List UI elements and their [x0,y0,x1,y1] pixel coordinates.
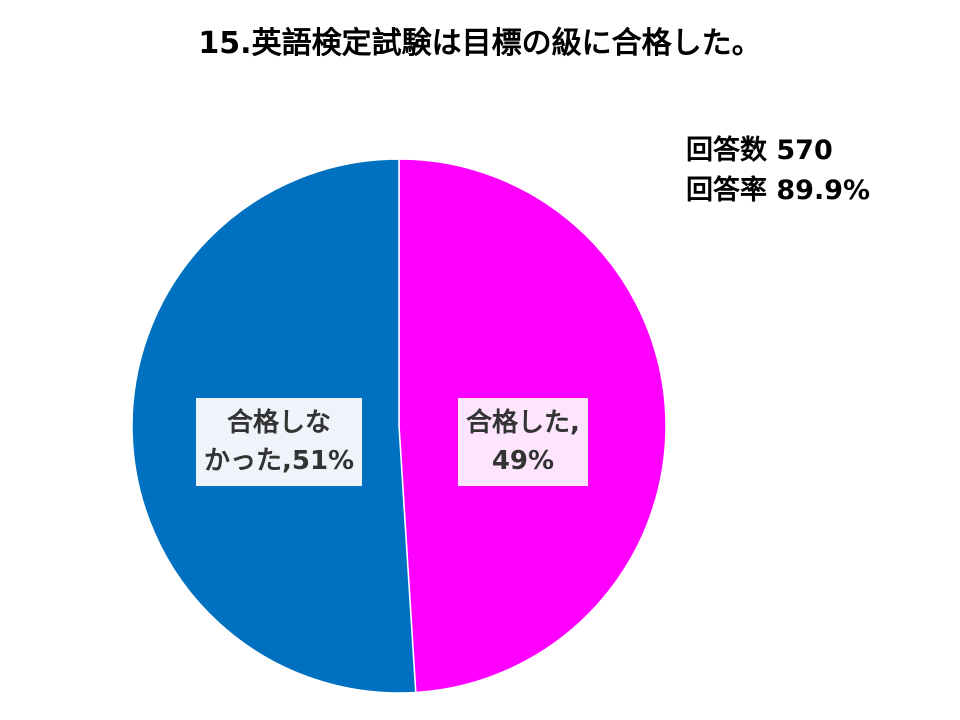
chart-title: 15.英語検定試験は目標の級に合格した。 [198,26,762,61]
data-label: 合格しな かった,51% [196,398,363,486]
data-label: 合格した, 49% [458,398,588,486]
annotation: 回答率 89.9% [686,175,871,206]
annotation: 回答数 570 [686,135,833,166]
